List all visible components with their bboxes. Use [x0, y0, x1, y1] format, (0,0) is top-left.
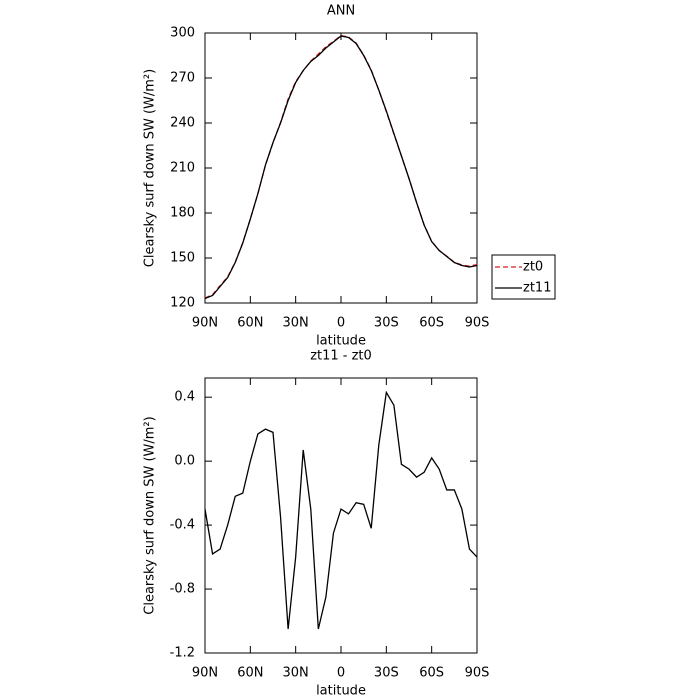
legend-box: [491, 254, 556, 300]
y-tick-label: -0.4: [170, 518, 195, 533]
x-tick-label: 90N: [192, 316, 218, 331]
plot-frame: [204, 32, 478, 304]
y-tick-label: 150: [170, 251, 195, 266]
y-tick-label: 0.0: [174, 454, 195, 469]
legend-label: zt11: [523, 281, 551, 296]
x-axis-label: latitude: [316, 334, 366, 349]
y-axis-label: Clearsky surf down SW (W/m²): [143, 69, 158, 267]
x-tick-label: 60S: [419, 666, 444, 681]
x-tick-label: 30N: [283, 666, 309, 681]
legend-label: zt0: [523, 260, 543, 275]
x-tick-label: 30S: [374, 666, 399, 681]
y-tick-label: 240: [170, 116, 195, 131]
chart-title: zt11 - zt0: [310, 349, 372, 364]
y-tick-label: 270: [170, 71, 195, 86]
y-tick-label: 180: [170, 206, 195, 221]
x-tick-label: 90S: [465, 666, 490, 681]
y-tick-label: 210: [170, 161, 195, 176]
y-tick-label: 300: [170, 26, 195, 41]
x-tick-label: 30N: [283, 316, 309, 331]
y-axis-label: Clearsky surf down SW (W/m²): [143, 416, 158, 614]
x-axis-label: latitude: [316, 684, 366, 699]
x-tick-label: 60N: [237, 316, 263, 331]
y-tick-label: 120: [170, 296, 195, 311]
plot-frame: [204, 377, 478, 654]
x-tick-label: 90S: [465, 316, 490, 331]
y-tick-label: 0.4: [174, 390, 195, 405]
chart-title: ANN: [327, 4, 355, 19]
x-tick-label: 30S: [374, 316, 399, 331]
series-line: [204, 35, 478, 300]
x-tick-label: 0: [337, 316, 345, 331]
series-line: [204, 390, 478, 630]
y-tick-label: -1.2: [170, 646, 195, 661]
x-tick-label: 90N: [192, 666, 218, 681]
series-line: [204, 34, 478, 299]
y-tick-label: -0.8: [170, 582, 195, 597]
x-tick-label: 0: [337, 666, 345, 681]
x-tick-label: 60S: [419, 316, 444, 331]
x-tick-label: 60N: [237, 666, 263, 681]
